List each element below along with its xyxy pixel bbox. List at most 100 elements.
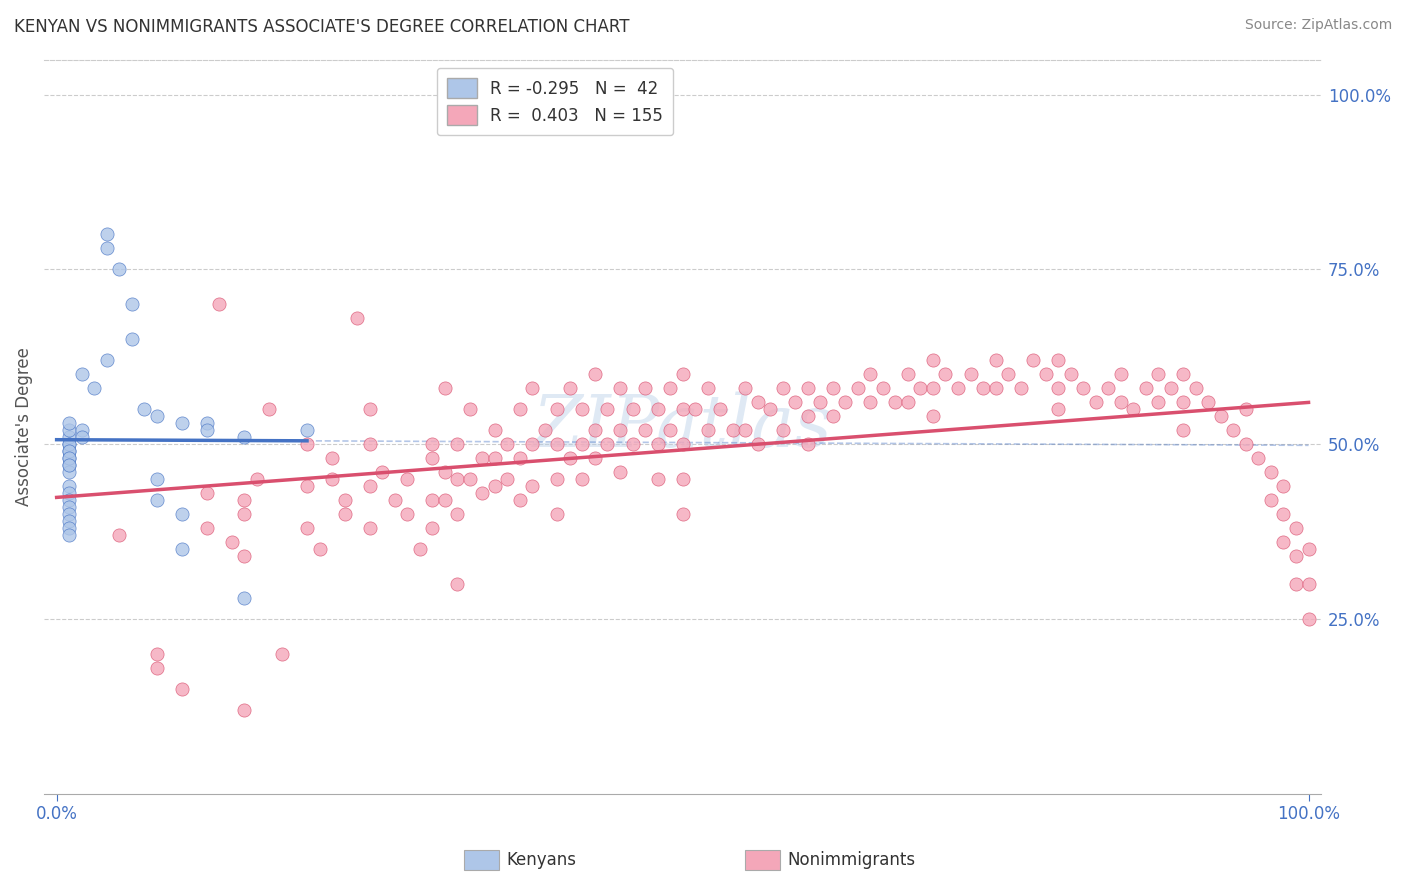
Point	[259, 402, 281, 417]
Point	[1272, 479, 1295, 493]
Point	[634, 381, 657, 395]
Point	[1173, 368, 1195, 382]
Point	[58, 416, 80, 430]
Point	[821, 381, 844, 395]
Point	[170, 507, 193, 521]
Point	[659, 381, 682, 395]
Point	[984, 353, 1007, 368]
Point	[471, 486, 494, 500]
Point	[922, 353, 945, 368]
Point	[946, 381, 969, 395]
Point	[58, 444, 80, 458]
Point	[884, 395, 907, 409]
Point	[509, 402, 531, 417]
Point	[70, 430, 93, 444]
Point	[233, 430, 256, 444]
Point	[496, 472, 519, 486]
Point	[333, 507, 356, 521]
Point	[359, 521, 381, 535]
Point	[346, 311, 368, 326]
Point	[1122, 402, 1144, 417]
Point	[58, 451, 80, 466]
Point	[58, 423, 80, 437]
Point	[458, 472, 481, 486]
Point	[859, 368, 882, 382]
Point	[759, 402, 782, 417]
Point	[972, 381, 994, 395]
Point	[671, 507, 693, 521]
Point	[108, 528, 131, 542]
Point	[295, 521, 318, 535]
Text: Nonimmigrants: Nonimmigrants	[787, 851, 915, 869]
Point	[671, 437, 693, 451]
Point	[571, 472, 593, 486]
Point	[509, 493, 531, 508]
Point	[1147, 368, 1170, 382]
Point	[671, 368, 693, 382]
Point	[1298, 612, 1320, 626]
Point	[1047, 353, 1070, 368]
Point	[233, 591, 256, 605]
Point	[671, 402, 693, 417]
Point	[359, 479, 381, 493]
Point	[1260, 493, 1282, 508]
Point	[83, 381, 105, 395]
Point	[1272, 507, 1295, 521]
Point	[797, 409, 820, 424]
Point	[146, 409, 169, 424]
Point	[58, 458, 80, 472]
Point	[108, 262, 131, 277]
Point	[596, 437, 619, 451]
Point	[1285, 521, 1308, 535]
Point	[747, 437, 769, 451]
Point	[396, 507, 419, 521]
Point	[134, 402, 156, 417]
Point	[721, 423, 744, 437]
Point	[1209, 409, 1232, 424]
Point	[558, 451, 581, 466]
Point	[396, 472, 419, 486]
Point	[1109, 395, 1132, 409]
Point	[121, 297, 143, 311]
Point	[359, 437, 381, 451]
Point	[1173, 395, 1195, 409]
Point	[195, 423, 218, 437]
Point	[233, 493, 256, 508]
Point	[58, 437, 80, 451]
Point	[910, 381, 932, 395]
Point	[546, 402, 568, 417]
Point	[195, 416, 218, 430]
Point	[808, 395, 831, 409]
Point	[1298, 541, 1320, 556]
Point	[897, 395, 920, 409]
Point	[1234, 402, 1257, 417]
Point	[522, 381, 544, 395]
Point	[922, 409, 945, 424]
Point	[58, 521, 80, 535]
Point	[634, 423, 657, 437]
Point	[446, 437, 468, 451]
Point	[58, 528, 80, 542]
Point	[195, 486, 218, 500]
Point	[1071, 381, 1094, 395]
Point	[583, 368, 606, 382]
Point	[621, 402, 644, 417]
Point	[420, 521, 443, 535]
Point	[647, 437, 669, 451]
Point	[1097, 381, 1119, 395]
Point	[420, 493, 443, 508]
Text: Source: ZipAtlas.com: Source: ZipAtlas.com	[1244, 18, 1392, 32]
Point	[609, 423, 631, 437]
Point	[558, 381, 581, 395]
Point	[1010, 381, 1032, 395]
Point	[647, 472, 669, 486]
Point	[1197, 395, 1219, 409]
Point	[696, 381, 718, 395]
Point	[308, 541, 330, 556]
Point	[96, 353, 118, 368]
Point	[1173, 423, 1195, 437]
Point	[659, 423, 682, 437]
Point	[58, 514, 80, 528]
Point	[58, 493, 80, 508]
Point	[446, 577, 468, 591]
